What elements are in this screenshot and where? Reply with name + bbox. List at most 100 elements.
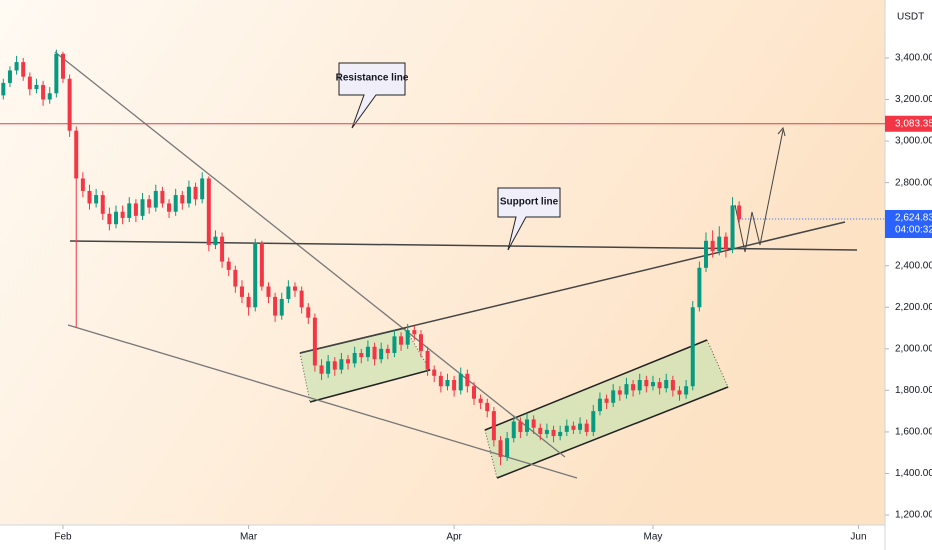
trend-line	[54, 51, 566, 458]
candle-body	[359, 352, 364, 358]
y-tick-label: 1,400.00	[895, 468, 932, 479]
y-tick-label: 1,800.00	[895, 385, 932, 396]
candle-body	[107, 213, 112, 225]
y-tick-label: 2,800.00	[895, 177, 932, 188]
candle-body	[405, 330, 410, 345]
candle-body	[425, 350, 430, 370]
candle-body	[41, 84, 46, 100]
candle-body	[637, 379, 642, 391]
y-tick-label: 3,400.00	[895, 53, 932, 64]
time-axis-background	[0, 525, 885, 550]
candle-body	[399, 336, 404, 345]
candle-body	[60, 53, 65, 79]
candle-body	[445, 379, 450, 387]
candle-body	[379, 348, 384, 360]
candle-body	[21, 62, 26, 77]
candle-body	[737, 205, 742, 220]
candle-body	[664, 379, 669, 389]
callout-box	[497, 187, 561, 251]
x-tick-label: Feb	[54, 532, 72, 543]
candle-body	[200, 178, 205, 200]
projection-path	[734, 129, 784, 253]
candle-body	[498, 440, 503, 457]
x-tick-label: Mar	[240, 532, 258, 543]
candle-body	[697, 267, 702, 308]
price-label: 2,624.83	[895, 213, 932, 224]
candle-body	[677, 390, 682, 395]
candle-body	[167, 203, 172, 212]
callout-text: Support line	[500, 197, 559, 208]
candle-body	[352, 352, 357, 364]
x-tick-label: Jun	[850, 532, 866, 543]
candle-body	[478, 398, 483, 403]
candle-body	[525, 419, 530, 432]
candle-body	[346, 359, 351, 364]
candle-body	[564, 425, 569, 432]
candle-body	[604, 398, 609, 403]
candle-body	[465, 373, 470, 387]
arrow-head	[777, 126, 786, 137]
candle-body	[717, 236, 722, 252]
candle-body	[458, 373, 463, 391]
y-tick-label: 3,000.00	[895, 136, 932, 147]
callout-box	[338, 62, 406, 129]
candle-body	[293, 286, 297, 291]
candle-body	[140, 199, 145, 216]
candle-body	[193, 186, 198, 200]
candle-body	[339, 359, 344, 370]
candle-body	[518, 421, 523, 432]
candle-body	[239, 286, 244, 297]
trend-line	[67, 324, 578, 479]
price-label: 3,083.35	[895, 118, 932, 129]
candle-body	[438, 375, 443, 387]
price-axis-background	[885, 0, 932, 550]
drawings: Resistance line Support line	[54, 51, 858, 479]
y-tick-label: 2,200.00	[895, 302, 932, 313]
y-tick-label: 3,200.00	[895, 94, 932, 105]
candle-body	[485, 402, 490, 412]
y-tick-label: 2,000.00	[895, 343, 932, 354]
candle-body	[153, 190, 158, 208]
candle-body	[578, 423, 583, 430]
candle-body	[319, 365, 324, 374]
candle-body	[432, 369, 437, 376]
candle-body	[558, 431, 563, 437]
candle-body	[246, 296, 251, 308]
trend-line	[299, 221, 846, 354]
candle-body	[27, 76, 32, 90]
candle-body	[173, 195, 178, 212]
candle-body	[80, 178, 85, 191]
candle-body	[650, 382, 655, 387]
candle-body	[471, 386, 476, 399]
candle-body	[684, 386, 689, 395]
currency-label: USDT	[897, 12, 924, 23]
plot-background	[0, 0, 885, 525]
candle-body	[7, 70, 12, 83]
candle-body	[385, 348, 390, 353]
candle-body	[538, 427, 543, 435]
countdown: 04:00:32	[895, 225, 932, 236]
candle-body	[206, 178, 211, 245]
y-tick-label: 1,200.00	[895, 510, 932, 521]
x-tick-label: May	[644, 532, 663, 543]
candle-body	[114, 211, 119, 225]
candle-body	[591, 411, 596, 432]
candle-body	[14, 62, 19, 71]
candle-body	[226, 261, 231, 270]
x-tick-label: Apr	[446, 532, 462, 543]
candle-body	[180, 195, 185, 204]
candle-body	[74, 130, 79, 179]
candle-body	[690, 307, 695, 387]
candle-body	[392, 336, 397, 353]
y-tick-label: 1,600.00	[895, 427, 932, 438]
candle-body	[1, 82, 6, 96]
candle-body	[279, 298, 284, 316]
candle-body	[220, 236, 225, 262]
candle-body	[597, 398, 602, 412]
candle-body	[34, 84, 39, 90]
candle-body	[617, 390, 622, 395]
channel-line	[496, 386, 729, 479]
candle-body	[544, 429, 549, 435]
